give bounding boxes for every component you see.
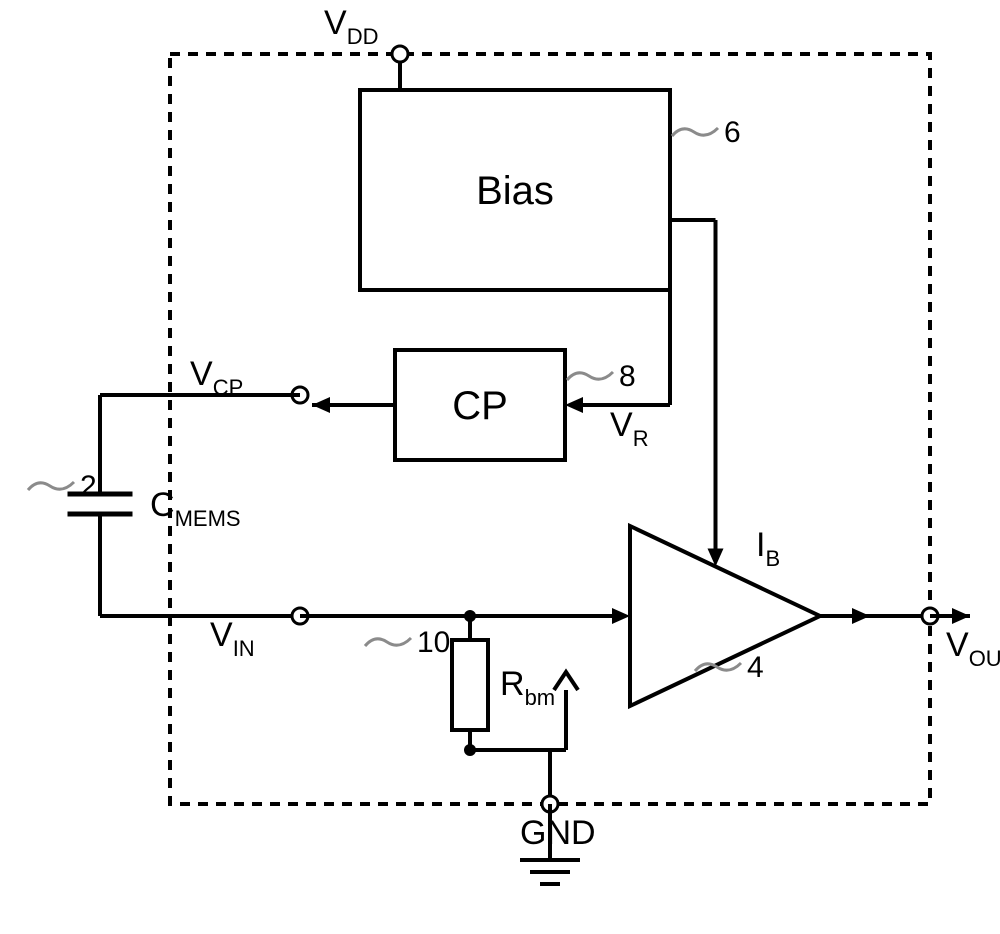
diagram-element: CP <box>452 384 508 428</box>
diagram-element: VDD <box>324 4 378 49</box>
diagram-element: GND <box>520 814 596 852</box>
diagram-element <box>565 397 583 413</box>
diagram-element: V <box>946 626 969 664</box>
diagram-element: R <box>500 665 525 703</box>
diagram-element <box>365 638 411 646</box>
diagram-element: CMEMS <box>150 486 241 531</box>
diagram-element <box>28 482 74 490</box>
diagram-element: 2 <box>80 470 97 503</box>
diagram-element: Rbm <box>500 665 555 710</box>
diagram-element: B <box>765 546 780 571</box>
diagram-element: 6 <box>724 116 741 149</box>
diagram-element: IB <box>756 526 780 571</box>
diagram-element: 10 <box>417 626 450 659</box>
diagram-element: R <box>633 426 649 451</box>
diagram-element: MEMS <box>175 506 241 531</box>
diagram-element <box>612 608 630 624</box>
diagram-element: I <box>756 526 765 564</box>
diagram-element: VR <box>610 406 649 451</box>
diagram-element <box>672 128 718 136</box>
diagram-element <box>952 608 970 624</box>
diagram-element: V <box>324 4 347 42</box>
diagram-element: DD <box>347 24 379 49</box>
diagram-element: bm <box>525 685 556 710</box>
diagram-element: 4 <box>747 651 764 684</box>
diagram-element: C <box>150 486 175 524</box>
amplifier <box>630 526 820 706</box>
diagram-element <box>852 608 870 624</box>
diagram-element: 8 <box>619 360 636 393</box>
diagram-element: OUT <box>969 646 1000 671</box>
diagram-element: IN <box>233 636 255 661</box>
diagram-element: V <box>610 406 633 444</box>
diagram-element: VOUT <box>946 626 1000 671</box>
diagram-element <box>312 397 330 413</box>
diagram-element: V <box>210 616 233 654</box>
diagram-element <box>392 46 408 62</box>
diagram-element: Bias <box>476 169 554 213</box>
diagram-element: VIN <box>210 616 255 661</box>
diagram-element <box>567 372 613 380</box>
diagram-element <box>452 640 488 730</box>
diagram-element <box>554 672 578 690</box>
diagram-element: V <box>190 355 213 393</box>
